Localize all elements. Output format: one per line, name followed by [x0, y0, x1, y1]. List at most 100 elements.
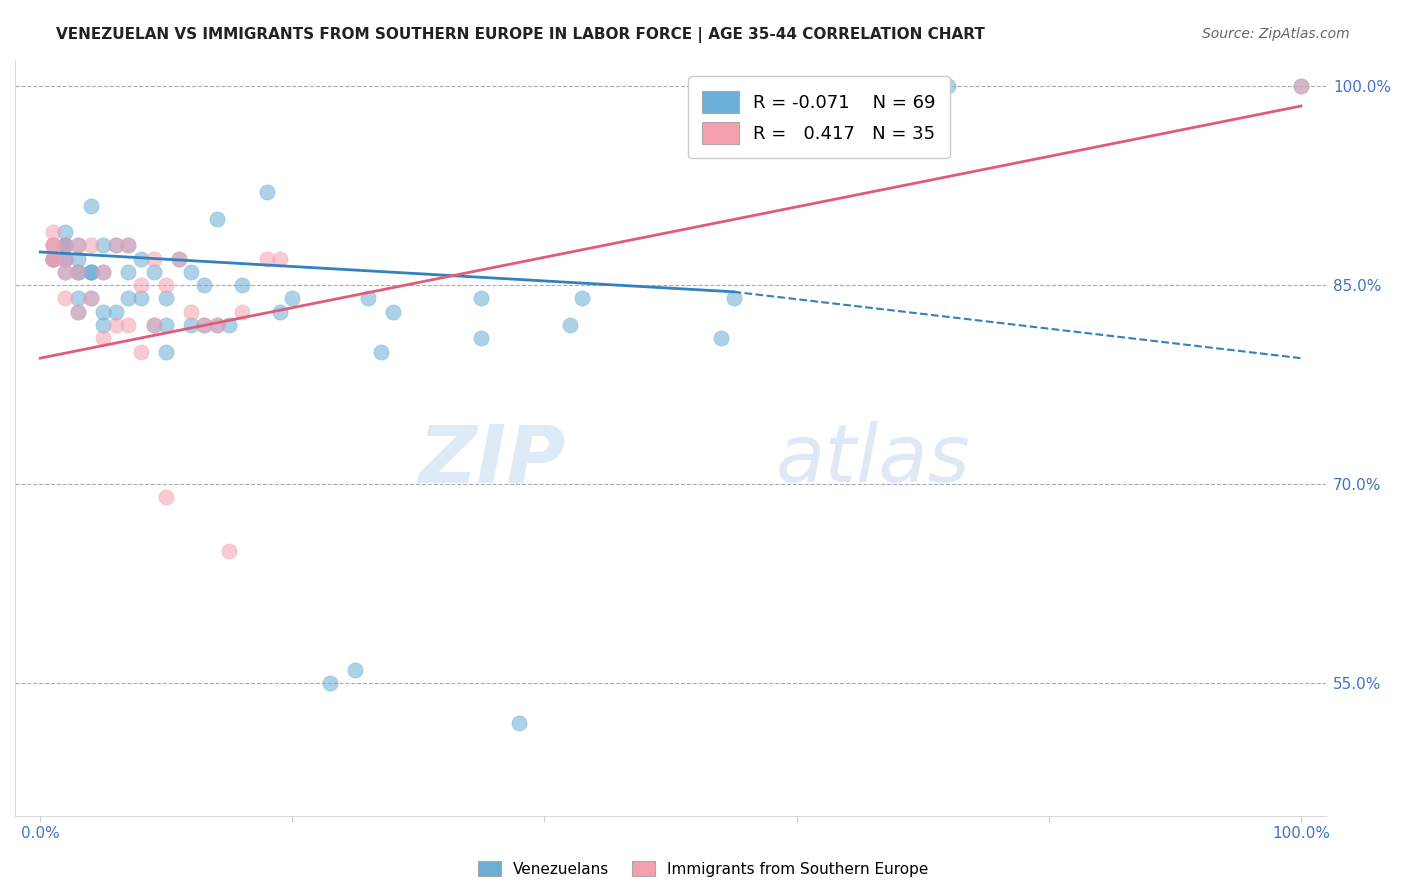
- Point: [42, 238, 65, 252]
- Point: [104, 318, 127, 332]
- Point: [79, 265, 101, 279]
- Point: [79, 238, 101, 252]
- Point: [117, 265, 139, 279]
- Point: [180, 265, 202, 279]
- Point: [129, 278, 152, 293]
- Point: [155, 318, 177, 332]
- Point: [218, 318, 240, 332]
- Point: [710, 331, 733, 345]
- Point: [155, 491, 177, 505]
- Point: [848, 79, 870, 94]
- Point: [142, 318, 165, 332]
- Point: [155, 344, 177, 359]
- Point: [42, 252, 65, 266]
- Point: [42, 225, 65, 239]
- Point: [117, 238, 139, 252]
- Legend: Venezuelans, Immigrants from Southern Europe: Venezuelans, Immigrants from Southern Eu…: [470, 853, 936, 884]
- Point: [205, 211, 228, 226]
- Point: [66, 304, 89, 318]
- Point: [193, 278, 215, 293]
- Point: [66, 265, 89, 279]
- Point: [66, 252, 89, 266]
- Point: [810, 79, 832, 94]
- Point: [231, 304, 253, 318]
- Point: [155, 292, 177, 306]
- Point: [205, 318, 228, 332]
- Point: [66, 238, 89, 252]
- Point: [91, 238, 114, 252]
- Text: Source: ZipAtlas.com: Source: ZipAtlas.com: [1202, 27, 1350, 41]
- Point: [42, 238, 65, 252]
- Point: [129, 344, 152, 359]
- Point: [104, 304, 127, 318]
- Point: [79, 265, 101, 279]
- Point: [155, 278, 177, 293]
- Text: atlas: atlas: [776, 421, 970, 500]
- Point: [42, 238, 65, 252]
- Point: [104, 238, 127, 252]
- Point: [370, 344, 392, 359]
- Point: [117, 238, 139, 252]
- Text: VENEZUELAN VS IMMIGRANTS FROM SOUTHERN EUROPE IN LABOR FORCE | AGE 35-44 CORRELA: VENEZUELAN VS IMMIGRANTS FROM SOUTHERN E…: [56, 27, 986, 43]
- Point: [1289, 79, 1312, 94]
- Point: [42, 252, 65, 266]
- Point: [66, 238, 89, 252]
- Point: [79, 198, 101, 212]
- Point: [55, 252, 77, 266]
- Point: [91, 331, 114, 345]
- Point: [269, 252, 291, 266]
- Point: [104, 238, 127, 252]
- Point: [117, 318, 139, 332]
- Point: [66, 304, 89, 318]
- Point: [558, 318, 581, 332]
- Point: [55, 238, 77, 252]
- Point: [55, 225, 77, 239]
- Point: [193, 318, 215, 332]
- Point: [91, 318, 114, 332]
- Point: [571, 292, 593, 306]
- Point: [129, 252, 152, 266]
- Point: [218, 543, 240, 558]
- Point: [91, 265, 114, 279]
- Point: [55, 238, 77, 252]
- Point: [91, 304, 114, 318]
- Point: [470, 331, 492, 345]
- Point: [55, 265, 77, 279]
- Point: [42, 252, 65, 266]
- Point: [66, 265, 89, 279]
- Point: [79, 265, 101, 279]
- Point: [269, 304, 291, 318]
- Point: [231, 278, 253, 293]
- Point: [357, 292, 380, 306]
- Point: [66, 265, 89, 279]
- Point: [835, 79, 858, 94]
- Point: [344, 663, 367, 677]
- Point: [319, 676, 342, 690]
- Point: [470, 292, 492, 306]
- Point: [79, 292, 101, 306]
- Point: [55, 252, 77, 266]
- Point: [142, 265, 165, 279]
- Point: [167, 252, 190, 266]
- Point: [55, 238, 77, 252]
- Point: [42, 252, 65, 266]
- Point: [142, 318, 165, 332]
- Point: [79, 292, 101, 306]
- Point: [382, 304, 405, 318]
- Point: [886, 79, 908, 94]
- Point: [180, 304, 202, 318]
- Point: [167, 252, 190, 266]
- Point: [142, 252, 165, 266]
- Point: [281, 292, 304, 306]
- Text: ZIP: ZIP: [418, 421, 565, 500]
- Point: [193, 318, 215, 332]
- Point: [1289, 79, 1312, 94]
- Point: [256, 252, 278, 266]
- Point: [129, 292, 152, 306]
- Point: [205, 318, 228, 332]
- Point: [91, 265, 114, 279]
- Point: [180, 318, 202, 332]
- Point: [55, 265, 77, 279]
- Point: [55, 238, 77, 252]
- Point: [936, 79, 959, 94]
